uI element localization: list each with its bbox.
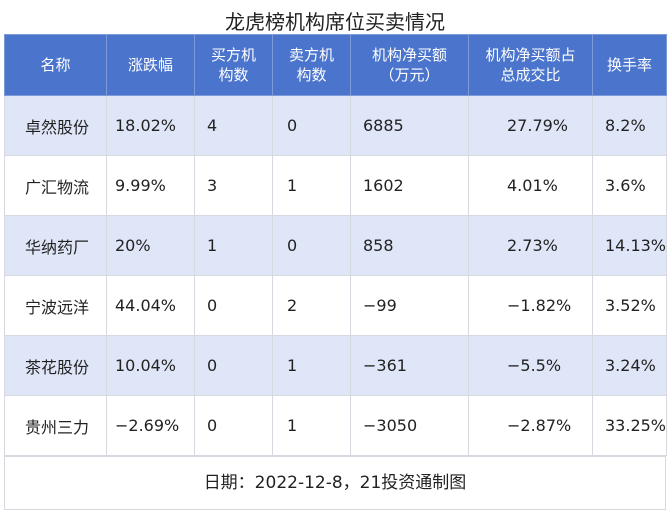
cell-name: 贵州三力: [4, 395, 107, 456]
cell-net-buy: −3050: [350, 395, 469, 456]
cell-net-buy-ratio: −1.82%: [468, 275, 593, 336]
cell-change: 20%: [106, 215, 195, 276]
table-row: 贵州三力 −2.69% 0 1 −3050 −2.87% 33.25%: [4, 395, 667, 456]
footer-caption: 日期：2022-12-8，21投资通制图: [4, 456, 666, 510]
column-header-change: 涨跌幅: [106, 34, 195, 96]
header-row: 名称 涨跌幅 买方机 构数 卖方机 构数 机构净买额 （万元） 机构净买额占 总…: [4, 34, 667, 96]
cell-change: 10.04%: [106, 335, 195, 396]
table-row: 卓然股份 18.02% 4 0 6885 27.79% 8.2%: [4, 95, 667, 156]
cell-net-buy-ratio: 2.73%: [468, 215, 593, 276]
cell-seller-count: 1: [272, 395, 351, 456]
cell-buyer-count: 0: [194, 275, 273, 336]
cell-seller-count: 2: [272, 275, 351, 336]
table-row: 广汇物流 9.99% 3 1 1602 4.01% 3.6%: [4, 155, 667, 216]
column-header-buyer-count: 买方机 构数: [194, 34, 273, 96]
cell-turnover: 14.13%: [592, 215, 667, 276]
cell-net-buy: 1602: [350, 155, 469, 216]
table-row: 宁波远洋 44.04% 0 2 −99 −1.82% 3.52%: [4, 275, 667, 336]
cell-net-buy: −361: [350, 335, 469, 396]
cell-name: 卓然股份: [4, 95, 107, 156]
cell-name: 广汇物流: [4, 155, 107, 216]
cell-net-buy: 858: [350, 215, 469, 276]
cell-change: 44.04%: [106, 275, 195, 336]
cell-net-buy: −99: [350, 275, 469, 336]
cell-seller-count: 1: [272, 155, 351, 216]
cell-turnover: 8.2%: [592, 95, 667, 156]
institution-seat-table: 名称 涨跌幅 买方机 构数 卖方机 构数 机构净买额 （万元） 机构净买额占 总…: [4, 34, 667, 456]
column-header-net-buy-ratio: 机构净买额占 总成交比: [468, 34, 593, 96]
cell-net-buy-ratio: −2.87%: [468, 395, 593, 456]
cell-net-buy-ratio: 27.79%: [468, 95, 593, 156]
cell-buyer-count: 0: [194, 395, 273, 456]
cell-buyer-count: 4: [194, 95, 273, 156]
cell-name: 茶花股份: [4, 335, 107, 396]
cell-net-buy-ratio: 4.01%: [468, 155, 593, 216]
cell-buyer-count: 1: [194, 215, 273, 276]
cell-net-buy-ratio: −5.5%: [468, 335, 593, 396]
cell-turnover: 3.24%: [592, 335, 667, 396]
cell-seller-count: 0: [272, 95, 351, 156]
cell-buyer-count: 3: [194, 155, 273, 216]
column-header-name: 名称: [4, 34, 107, 96]
cell-change: 18.02%: [106, 95, 195, 156]
cell-name: 华纳药厂: [4, 215, 107, 276]
cell-change: 9.99%: [106, 155, 195, 216]
cell-turnover: 3.52%: [592, 275, 667, 336]
cell-net-buy: 6885: [350, 95, 469, 156]
table-title: 龙虎榜机构席位买卖情况: [225, 10, 445, 34]
column-header-turnover: 换手率: [592, 34, 667, 96]
table-row: 茶花股份 10.04% 0 1 −361 −5.5% 3.24%: [4, 335, 667, 396]
cell-buyer-count: 0: [194, 335, 273, 396]
column-header-net-buy: 机构净买额 （万元）: [350, 34, 469, 96]
cell-turnover: 3.6%: [592, 155, 667, 216]
cell-change: −2.69%: [106, 395, 195, 456]
cell-name: 宁波远洋: [4, 275, 107, 336]
cell-turnover: 33.25%: [592, 395, 667, 456]
cell-seller-count: 1: [272, 335, 351, 396]
table-row: 华纳药厂 20% 1 0 858 2.73% 14.13%: [4, 215, 667, 276]
cell-seller-count: 0: [272, 215, 351, 276]
column-header-seller-count: 卖方机 构数: [272, 34, 351, 96]
